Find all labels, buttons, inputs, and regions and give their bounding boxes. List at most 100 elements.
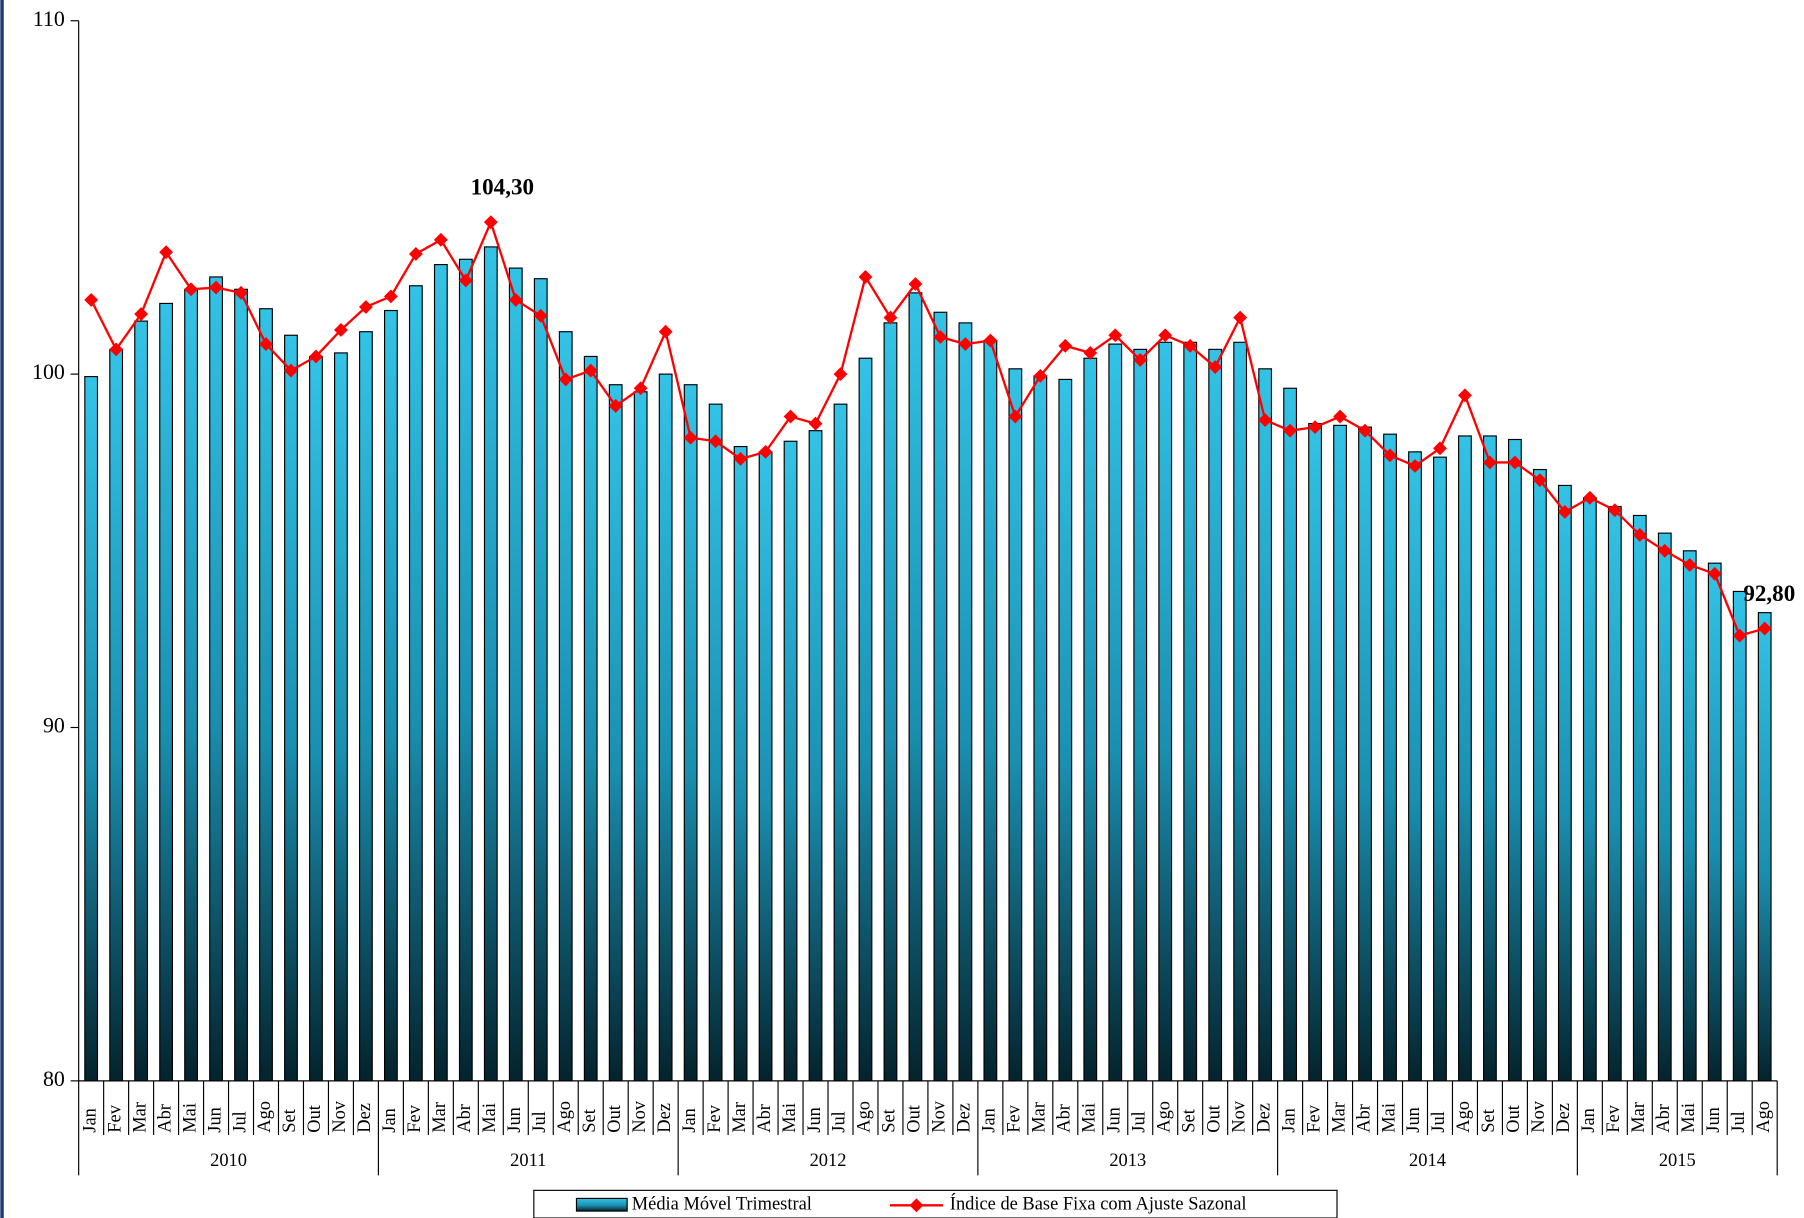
bar — [958, 322, 973, 1082]
x-tick-label: Nov — [1528, 1100, 1548, 1133]
marker — [1383, 448, 1397, 463]
bar — [109, 348, 124, 1082]
bar — [1707, 562, 1722, 1082]
bar — [458, 258, 473, 1082]
bar — [159, 302, 174, 1082]
marker — [1258, 413, 1273, 427]
x-tick-label: Abr — [1353, 1104, 1373, 1133]
bar — [883, 322, 898, 1082]
bar — [408, 285, 423, 1082]
x-tick-label: Dez — [954, 1103, 974, 1133]
x-tick-label: Set — [279, 1108, 299, 1132]
x-tick-label: Out — [304, 1104, 324, 1133]
bar — [1607, 506, 1622, 1082]
y-tick-label: 110 — [33, 6, 65, 31]
marker — [683, 430, 698, 445]
x-tick-label: Mar — [1628, 1102, 1648, 1133]
bar — [1108, 343, 1123, 1082]
bar — [508, 267, 523, 1082]
marker — [508, 292, 523, 307]
marker — [808, 416, 823, 431]
bar — [234, 288, 248, 1082]
bar — [209, 276, 223, 1082]
x-tick-label: Mai — [1378, 1103, 1398, 1133]
legend-label: Índice de Base Fixa com Ajuste Sazonal — [950, 1193, 1247, 1214]
x-tick-label: Abr — [754, 1104, 774, 1133]
year-label: 2012 — [810, 1150, 847, 1170]
marker — [1433, 441, 1447, 456]
x-tick-label: Out — [1203, 1104, 1223, 1133]
bar — [608, 384, 623, 1082]
x-tick-label: Nov — [929, 1100, 949, 1133]
marker — [608, 399, 623, 413]
x-tick-label: Mai — [1678, 1103, 1698, 1133]
x-tick-label: Jan — [79, 1108, 99, 1133]
x-tick-label: Jul — [1428, 1111, 1448, 1133]
bar — [1183, 341, 1198, 1082]
bar — [1732, 590, 1747, 1082]
x-tick-label: Ago — [1753, 1101, 1773, 1133]
x-tick-label: Fev — [404, 1104, 424, 1132]
marker — [1233, 310, 1248, 325]
x-tick-label: Mai — [779, 1103, 799, 1133]
bar — [833, 403, 848, 1082]
x-tick-label: Dez — [1253, 1103, 1273, 1133]
y-tick-label: 80 — [43, 1066, 65, 1091]
bar — [433, 263, 448, 1082]
x-tick-label: Jun — [1103, 1107, 1123, 1133]
marker — [84, 292, 99, 307]
marker — [1308, 420, 1323, 435]
bar — [658, 373, 673, 1082]
x-tick-label: Mar — [129, 1102, 149, 1133]
marker — [1008, 409, 1023, 424]
bar — [783, 440, 798, 1082]
x-tick-label: Jul — [1728, 1111, 1748, 1133]
x-tick-label: Mar — [1328, 1102, 1348, 1133]
marker — [458, 273, 473, 288]
marker — [558, 372, 573, 387]
y-tick-label: 90 — [43, 713, 65, 738]
x-tick-label: Jul — [1128, 1111, 1148, 1133]
bar — [1233, 341, 1248, 1082]
bar — [1083, 357, 1098, 1082]
year-label: 2010 — [210, 1150, 247, 1170]
x-tick-label: Jun — [1403, 1107, 1423, 1133]
bar — [1033, 375, 1048, 1082]
bar — [758, 451, 773, 1082]
x-tick-label: Jan — [1578, 1108, 1598, 1133]
bar — [1383, 433, 1397, 1082]
bar — [184, 288, 198, 1082]
x-tick-label: Mai — [179, 1103, 199, 1133]
bar — [558, 331, 573, 1082]
x-tick-label: Mar — [429, 1102, 449, 1133]
x-tick-label: Abr — [1054, 1104, 1074, 1133]
bar — [1458, 435, 1472, 1082]
x-tick-label: Jan — [379, 1108, 399, 1133]
bar — [683, 384, 698, 1082]
x-tick-label: Jul — [529, 1111, 549, 1133]
marker — [383, 289, 398, 304]
marker — [259, 337, 273, 351]
bar — [708, 403, 723, 1082]
bar — [1582, 497, 1597, 1082]
bar — [1483, 435, 1497, 1082]
legend-marker — [909, 1198, 924, 1213]
x-tick-label: Abr — [1653, 1104, 1673, 1133]
x-tick-label: Jan — [1278, 1108, 1298, 1133]
bar — [733, 445, 748, 1082]
marker — [1657, 543, 1672, 558]
x-tick-label: Jun — [1703, 1107, 1723, 1133]
x-tick-label: Fev — [704, 1104, 724, 1132]
x-tick-label: Dez — [354, 1103, 374, 1133]
x-tick-label: Abr — [454, 1104, 474, 1133]
bar — [84, 376, 99, 1082]
x-tick-label: Nov — [629, 1100, 649, 1133]
x-tick-label: Jul — [229, 1111, 249, 1133]
marker — [1682, 558, 1697, 572]
marker — [858, 270, 873, 284]
bar — [1058, 378, 1073, 1082]
x-tick-label: Ago — [1153, 1101, 1173, 1133]
marker — [1732, 628, 1747, 643]
x-tick-label: Out — [1503, 1104, 1523, 1133]
x-tick-label: Mar — [729, 1102, 749, 1133]
